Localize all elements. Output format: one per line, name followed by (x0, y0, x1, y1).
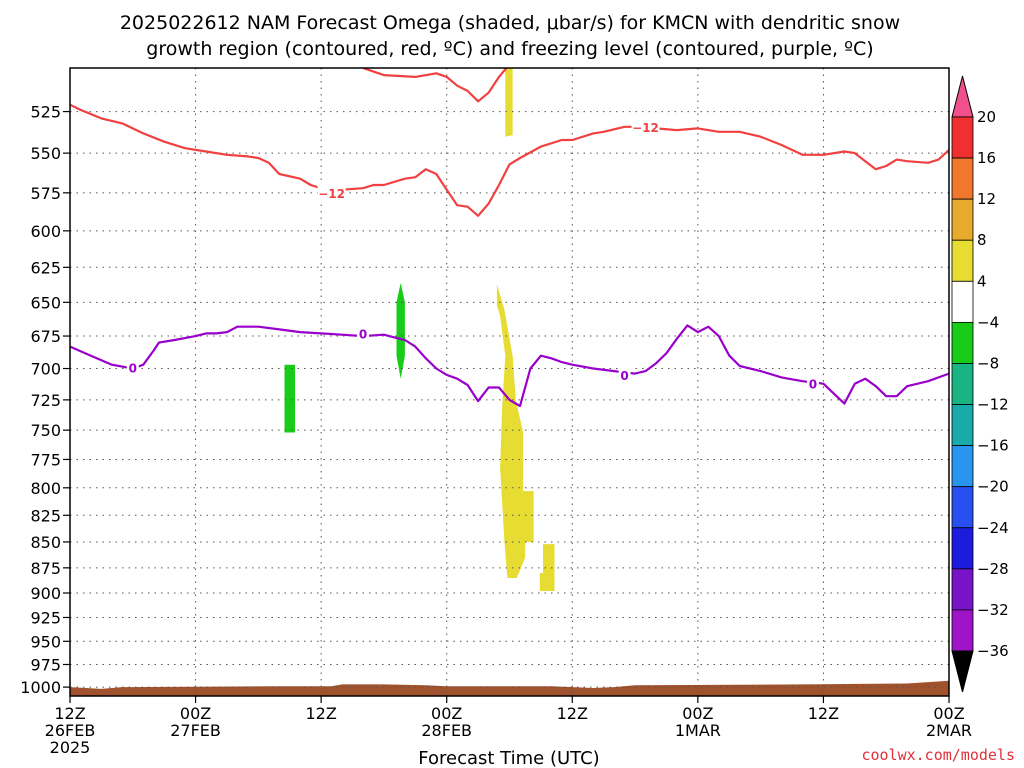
omega-region-0 (505, 68, 513, 137)
grid-lines (70, 68, 949, 696)
colorbar-tick-label-4: 4 (977, 272, 987, 290)
x-tick-label-36-1: 28FEB (421, 721, 472, 740)
colorbar-segment-12 (951, 609, 974, 652)
plot-frame (69, 67, 950, 697)
chart-title-line-2: growth region (contoured, red, ºC) and f… (146, 38, 873, 60)
x-tick-label-48-0: 12Z (557, 704, 588, 723)
y-tick-label-550: 550 (30, 144, 61, 163)
omega-colorbar: 20 16 12 8 4 −4 −8 −12 −16 −20 −24 −28 −32 −36 (951, 75, 1009, 693)
omega-region-2 (396, 282, 405, 379)
colorbar-tick-label-1: 16 (977, 149, 996, 167)
x-tick-label-0-1: 26FEB (45, 721, 96, 740)
colorbar-tick-label-3: 8 (977, 231, 987, 249)
credit-text: coolwx.com/models (861, 746, 1015, 764)
colorbar-tick-label-9: −20 (977, 478, 1009, 496)
colorbar-tick-label-11: −28 (977, 560, 1009, 578)
y-tick-label-1000: 1000 (20, 678, 61, 697)
x-tick-label-72-0: 12Z (808, 704, 839, 723)
y-tick-label-625: 625 (30, 258, 61, 277)
colorbar-segment-7 (951, 404, 974, 447)
colorbar-tick-label-12: −32 (977, 601, 1009, 619)
y-tick-label-650: 650 (30, 293, 61, 312)
x-tick-label-12-1: 27FEB (170, 721, 221, 740)
freezing-contour-label-1: 0 (359, 327, 367, 341)
y-tick-label-950: 950 (30, 632, 61, 651)
y-tick-label-725: 725 (30, 391, 61, 410)
colorbar-segment-3 (951, 239, 974, 282)
contour-lines: −12 −12 0 0 0 0 (70, 68, 949, 408)
y-tick-label-975: 975 (30, 655, 61, 674)
y-tick-label-700: 700 (30, 360, 61, 379)
colorbar-tick-label-0: 20 (977, 108, 996, 126)
colorbar-segment-6 (951, 363, 974, 405)
colorbar-segment-0 (951, 116, 974, 159)
colorbar-segment-8 (951, 445, 974, 488)
freezing-contour-label-bg-3 (806, 375, 819, 391)
x-tick-label-36-0: 00Z (431, 704, 462, 723)
x-tick-label-0-2: 2025 (50, 738, 91, 757)
omega-region-3 (284, 364, 295, 433)
y-tick-label-800: 800 (30, 479, 61, 498)
x-axis-label: Forecast Time (UTC) (418, 748, 599, 768)
freezing-contour-label-3: 0 (809, 378, 817, 392)
freezing-contour-label-2: 0 (620, 369, 628, 383)
dgz-contour-label-1: −12 (632, 121, 659, 135)
y-tick-label-675: 675 (30, 327, 61, 346)
colorbar-tick-label-13: −36 (977, 642, 1009, 660)
y-tick-label-900: 900 (30, 584, 61, 603)
y-tick-label-850: 850 (30, 533, 61, 552)
y-tick-label-600: 600 (30, 222, 61, 241)
y-tick-label-525: 525 (30, 103, 61, 122)
colorbar-segment-11 (951, 568, 974, 611)
x-tick-label-0-0: 12Z (54, 704, 85, 723)
colorbar-tick-label-6: −8 (977, 354, 999, 372)
freezing-contour-label-bg-0 (126, 359, 139, 375)
colorbar-segment-10 (951, 527, 974, 570)
y-tick-label-750: 750 (30, 421, 61, 440)
colorbar-segment-9 (951, 486, 974, 529)
colorbar-top-arrow (951, 75, 974, 118)
colorbar-segment-2 (951, 198, 974, 241)
freezing-contour-label-bg-2 (618, 366, 631, 382)
terrain-surface (70, 680, 949, 696)
dgz-contour-label-0: −12 (318, 187, 345, 201)
colorbar-tick-label-5: −4 (977, 313, 999, 331)
chart-title-line-1: 2025022612 NAM Forecast Omega (shaded, μ… (120, 12, 900, 34)
freezing-contour-label-0: 0 (129, 361, 137, 375)
dgz-contour-upper (362, 68, 508, 103)
y-tick-label-775: 775 (30, 450, 61, 469)
colorbar-segment-4 (951, 280, 974, 323)
colorbar-tick-label-2: 12 (977, 190, 996, 208)
x-tick-label-60-0: 00Z (682, 704, 713, 723)
colorbar-tick-label-8: −16 (977, 437, 1009, 455)
freezing-contour-label-bg-1 (357, 325, 369, 341)
colorbar-segment-1 (951, 157, 974, 200)
colorbar-tick-label-10: −24 (977, 519, 1009, 537)
x-tick-label-60-1: 1MAR (675, 721, 721, 740)
omega-region-1 (496, 284, 555, 591)
y-tick-label-925: 925 (30, 608, 61, 627)
plot-area (70, 68, 949, 696)
y-tick-label-875: 875 (30, 559, 61, 578)
x-tick-label-12-0: 00Z (180, 704, 211, 723)
colorbar-segment-5 (951, 321, 974, 364)
x-tick-label-84-0: 00Z (933, 704, 964, 723)
y-tick-label-575: 575 (30, 184, 61, 203)
colorbar-bottom-arrow (951, 650, 974, 693)
pressure-axis: 525 550 575 600 625 650 675 700 725 750 775 800 825 8… (20, 103, 70, 697)
x-tick-label-24-0: 12Z (305, 704, 336, 723)
dgz-contour-label-bg-1 (631, 118, 660, 134)
y-tick-label-825: 825 (30, 506, 61, 525)
colorbar-tick-label-7: −12 (977, 396, 1009, 414)
dgz-contour-lower (70, 103, 949, 217)
dgz-contour-label-bg-0 (317, 184, 346, 200)
x-tick-label-84-1: 2MAR (926, 721, 972, 740)
